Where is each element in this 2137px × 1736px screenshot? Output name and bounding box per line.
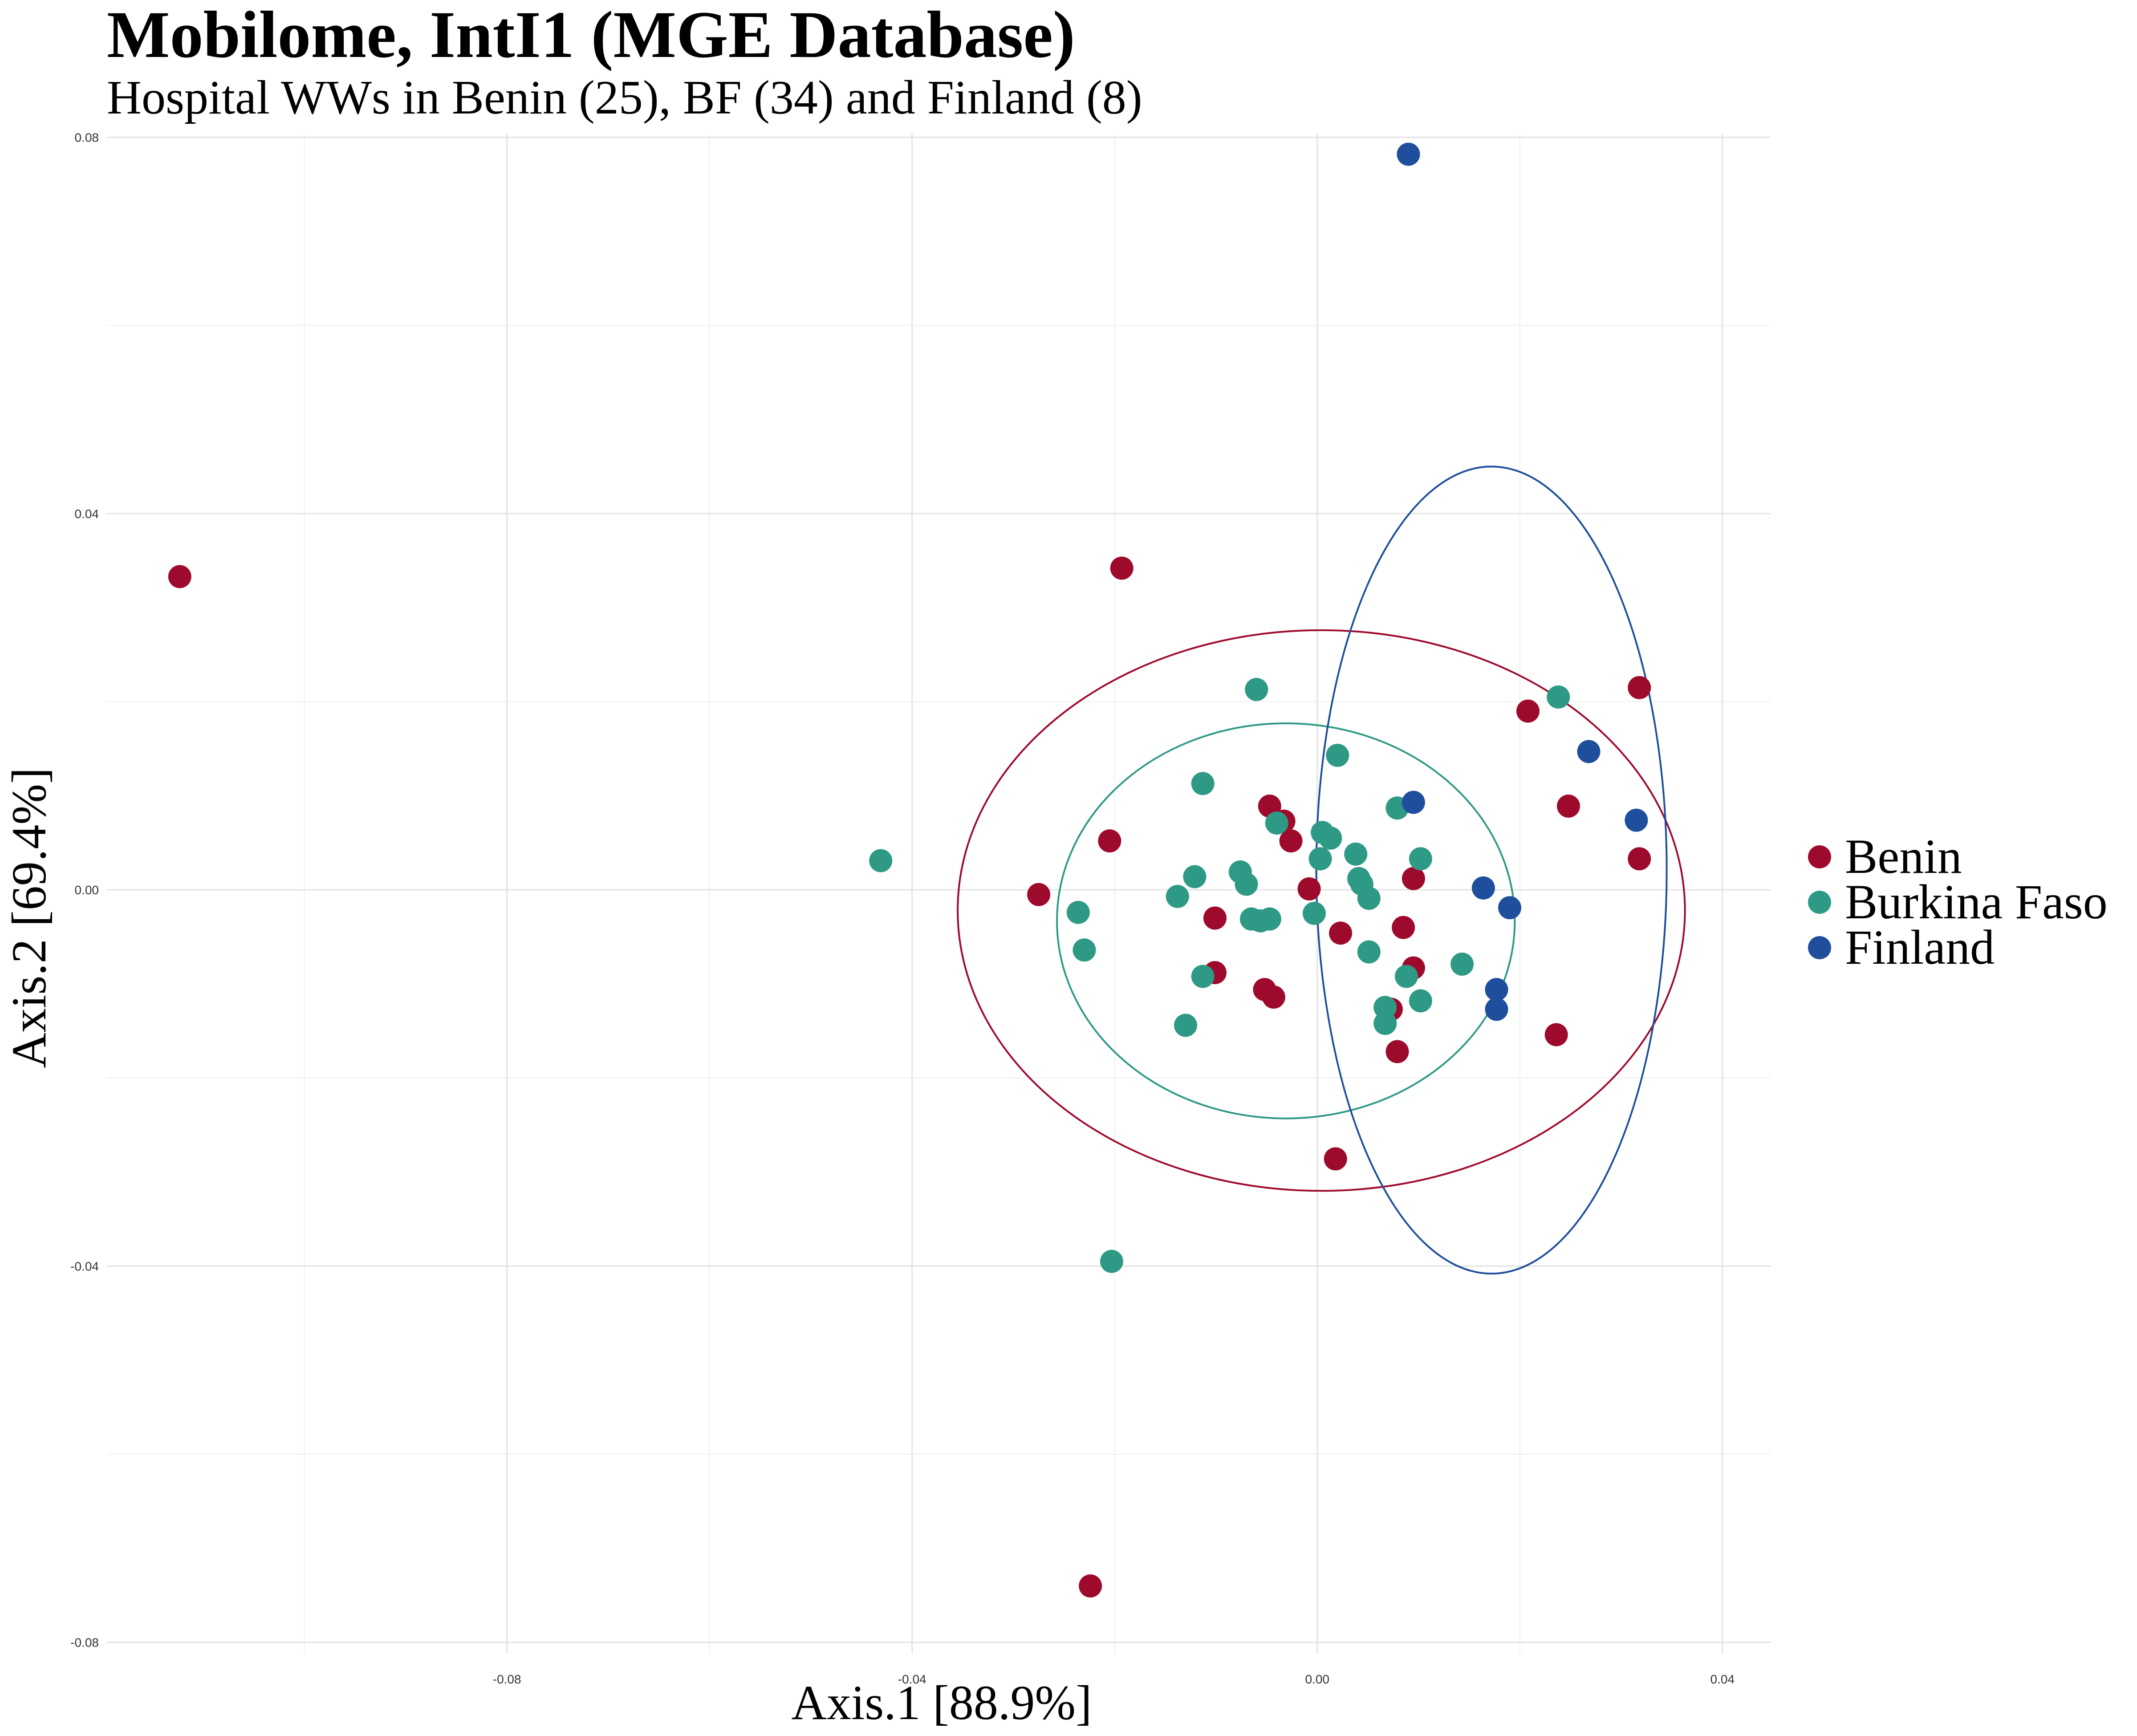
point-finland	[1471, 876, 1495, 900]
ellipse-burkina-faso	[1056, 722, 1516, 1119]
x-tick-label: -0.08	[493, 1672, 521, 1686]
legend-key-finland	[1808, 936, 1831, 959]
y-tick-label: -0.08	[70, 1636, 99, 1650]
point-burkina-faso	[1547, 685, 1570, 709]
point-benin	[1027, 883, 1051, 906]
ellipse-finland	[1315, 466, 1668, 1275]
y-tick-label: -0.04	[70, 1259, 99, 1273]
point-benin	[1402, 867, 1425, 890]
x-tick-label: 0.04	[1710, 1672, 1735, 1686]
point-burkina-faso	[1066, 900, 1090, 924]
point-finland	[1397, 142, 1420, 166]
point-burkina-faso	[1258, 907, 1281, 931]
point-benin	[1556, 794, 1580, 818]
point-burkina-faso	[1245, 677, 1268, 701]
point-finland	[1402, 791, 1425, 814]
point-burkina-faso	[1357, 940, 1381, 964]
point-finland	[1485, 978, 1508, 1002]
x-tick-label: 0.00	[1305, 1672, 1330, 1686]
point-benin	[1329, 921, 1353, 945]
point-burkina-faso	[1409, 847, 1432, 871]
point-benin	[1110, 556, 1134, 580]
point-burkina-faso	[1191, 772, 1215, 795]
chart-subtitle: Hospital WWs in Benin (25), BF (34) and …	[107, 71, 1142, 124]
point-benin	[1203, 906, 1227, 930]
legend-label-finland: Finland	[1845, 920, 1995, 974]
point-benin	[1324, 1147, 1347, 1171]
point-benin	[168, 565, 191, 588]
point-benin	[1385, 1040, 1409, 1063]
y-tick-label: 0.08	[75, 130, 99, 144]
point-finland	[1485, 998, 1508, 1021]
point-benin	[1628, 676, 1651, 699]
point-benin	[1628, 847, 1651, 871]
x-tick-label: -0.04	[898, 1672, 926, 1686]
point-benin	[1392, 916, 1415, 939]
data-points	[168, 142, 1651, 1598]
tick-labels: -0.08 -0.04 0.00 0.04 -0.08 -0.04 0.00 0.04 0.08	[70, 130, 1735, 1686]
point-burkina-faso	[1319, 826, 1342, 850]
legend-key-benin	[1808, 845, 1831, 868]
point-finland	[1498, 896, 1522, 920]
point-burkina-faso	[1326, 743, 1349, 767]
y-tick-label: 0.00	[75, 883, 99, 897]
point-burkina-faso	[1073, 938, 1096, 962]
point-burkina-faso	[1174, 1014, 1197, 1037]
y-tick-label: 0.04	[75, 507, 99, 521]
point-benin	[1079, 1574, 1102, 1598]
point-finland	[1577, 740, 1601, 763]
point-burkina-faso	[1357, 887, 1381, 910]
x-axis-title: Axis.1 [88.9%]	[791, 1675, 1092, 1730]
point-burkina-faso	[1409, 989, 1432, 1013]
y-axis-title: Axis.2 [69.4%]	[2, 767, 56, 1068]
legend-label-burkina-faso: Burkina Faso	[1845, 875, 2108, 929]
ellipse-benin	[957, 629, 1686, 1192]
legend-label-benin: Benin	[1845, 829, 1962, 884]
point-benin	[1516, 699, 1540, 723]
point-burkina-faso	[1450, 952, 1474, 976]
point-benin	[1098, 829, 1121, 853]
point-burkina-faso	[1344, 842, 1368, 866]
point-burkina-faso	[1166, 884, 1189, 908]
gridlines	[107, 134, 1771, 1654]
point-burkina-faso	[1308, 847, 1332, 871]
point-benin	[1279, 829, 1303, 853]
point-benin	[1544, 1023, 1568, 1046]
confidence-ellipses	[957, 466, 1686, 1275]
point-finland	[1625, 808, 1648, 832]
point-benin	[1262, 985, 1285, 1009]
chart-title: Mobilome, IntI1 (MGE Database)	[107, 0, 1075, 72]
point-burkina-faso	[1183, 865, 1207, 888]
legend-key-burkina-faso	[1808, 891, 1831, 914]
point-burkina-faso	[1373, 1012, 1397, 1035]
point-burkina-faso	[1302, 901, 1326, 925]
point-burkina-faso	[1100, 1249, 1123, 1273]
point-burkina-faso	[1191, 965, 1215, 988]
point-benin	[1297, 877, 1321, 900]
point-burkina-faso	[1373, 996, 1397, 1019]
point-burkina-faso	[1394, 965, 1418, 988]
point-burkina-faso	[1235, 872, 1258, 896]
point-burkina-faso	[869, 849, 893, 872]
point-burkina-faso	[1265, 811, 1288, 835]
